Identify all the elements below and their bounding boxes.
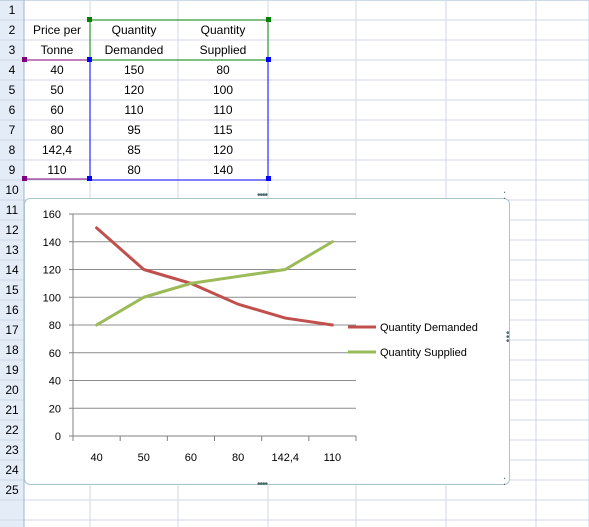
row-header-10[interactable]: 10	[5, 183, 19, 197]
data-point	[237, 275, 239, 277]
series-line-quantity-demanded[interactable]	[95, 226, 334, 327]
cell-demanded[interactable]: 80	[127, 163, 141, 177]
cell-demanded[interactable]: 85	[127, 143, 141, 157]
cell-demanded[interactable]: 110	[124, 103, 144, 117]
cell-supplied[interactable]: 110	[213, 103, 233, 117]
cell-supplied[interactable]: 100	[212, 83, 234, 97]
cell-price[interactable]: 142,4	[41, 143, 73, 157]
row-header-12[interactable]: 12	[5, 223, 19, 237]
data-point	[284, 317, 286, 319]
legend-label: Quantity Demanded	[380, 322, 478, 334]
chart-resize-handle-br[interactable]: ⁚	[503, 477, 506, 488]
x-tick-label: 142,4	[271, 452, 299, 464]
cell-demanded[interactable]: 150	[123, 63, 145, 77]
row-header-7[interactable]: 7	[8, 123, 16, 137]
chart-resize-handle-right[interactable]: • • •	[506, 328, 509, 347]
x-tick-label: 60	[185, 452, 197, 464]
row-header-25[interactable]: 25	[5, 483, 19, 497]
chart-plot: 0 20 40 60 80 100 120 140 160 40 50 60 80 142,4 110 Qua…	[43, 209, 478, 464]
x-tick-label: 40	[90, 452, 102, 464]
data-point	[237, 303, 239, 305]
row-header-18[interactable]: 18	[5, 343, 19, 357]
row-header-23[interactable]: 23	[5, 443, 19, 457]
cell-price[interactable]: 60	[50, 103, 64, 117]
cell-supplied[interactable]: 80	[216, 63, 230, 77]
y-tick-label: 140	[43, 237, 61, 249]
row-header-3[interactable]: 3	[8, 43, 16, 57]
data-point	[143, 269, 145, 270]
cell-price[interactable]: 80	[50, 123, 64, 137]
chart-resize-handle-tr[interactable]: ⁚	[503, 191, 506, 202]
row-header-20[interactable]: 20	[5, 383, 19, 397]
cell-price[interactable]: 40	[50, 63, 64, 77]
row-header-6[interactable]: 6	[8, 103, 16, 117]
header-supplied-line2[interactable]: Supplied	[199, 43, 247, 57]
row-header-15[interactable]: 15	[5, 283, 19, 297]
y-tick-label: 20	[49, 403, 61, 415]
row-header-14[interactable]: 14	[5, 263, 19, 277]
header-demanded-line2[interactable]: Demanded	[104, 43, 164, 57]
data-point	[190, 282, 192, 284]
row-header-21[interactable]: 21	[5, 403, 19, 417]
row-header-19[interactable]: 19	[5, 363, 19, 377]
row-header-13[interactable]: 13	[5, 243, 19, 257]
y-tick-label: 60	[49, 348, 61, 360]
row-header-11[interactable]: 11	[5, 203, 19, 217]
row-header-2[interactable]: 2	[8, 23, 16, 37]
series-line-quantity-supplied[interactable]	[95, 240, 334, 327]
line-chart[interactable]: 0 20 40 60 80 100 120 140 160 40 50 60 80 142,4 110 Qua…	[24, 198, 510, 485]
y-tick-label: 100	[43, 292, 61, 304]
y-tick-label: 0	[55, 431, 61, 443]
data-point	[96, 227, 98, 229]
x-tick-label: 50	[138, 452, 150, 464]
row-header-16[interactable]: 16	[5, 303, 19, 317]
cell-demanded[interactable]: 120	[123, 83, 145, 97]
data-point	[143, 296, 145, 298]
cell-supplied[interactable]: 140	[212, 163, 234, 177]
row-header-9[interactable]: 9	[8, 163, 16, 177]
chart-resize-handle-bottom[interactable]: ••••	[257, 479, 268, 490]
x-tick-label: 110	[324, 452, 342, 464]
cell-supplied[interactable]: 115	[213, 123, 233, 137]
header-price-line1[interactable]: Price per	[32, 23, 82, 37]
y-tick-label: 80	[49, 320, 61, 332]
row-header-24[interactable]: 24	[5, 463, 19, 477]
cell-price[interactable]: 110	[47, 163, 67, 177]
row-header-4[interactable]: 4	[8, 63, 16, 77]
data-point	[331, 324, 333, 326]
data-point	[284, 269, 286, 270]
y-tick-label: 40	[49, 376, 61, 388]
row-header-5[interactable]: 5	[8, 83, 16, 97]
data-point	[331, 241, 333, 243]
cell-demanded[interactable]: 95	[127, 123, 141, 137]
legend-label: Quantity Supplied	[380, 347, 467, 359]
row-header-17[interactable]: 17	[5, 323, 19, 337]
data-point	[96, 324, 98, 326]
row-header-8[interactable]: 8	[8, 143, 16, 157]
header-supplied-line1[interactable]: Quantity	[200, 23, 246, 37]
header-price-line2[interactable]: Tonne	[40, 43, 74, 57]
x-tick-label: 80	[232, 452, 244, 464]
cell-price[interactable]: 50	[50, 83, 64, 97]
row-header-strip	[0, 0, 24, 527]
cell-supplied[interactable]: 120	[212, 143, 234, 157]
header-demanded-line1[interactable]: Quantity	[111, 23, 157, 37]
y-tick-label: 160	[43, 209, 61, 221]
chart-resize-handle-top[interactable]: ••••	[257, 190, 268, 201]
y-tick-label: 120	[43, 265, 61, 277]
row-header-1[interactable]: 1	[8, 3, 16, 17]
row-header-22[interactable]: 22	[5, 423, 19, 437]
